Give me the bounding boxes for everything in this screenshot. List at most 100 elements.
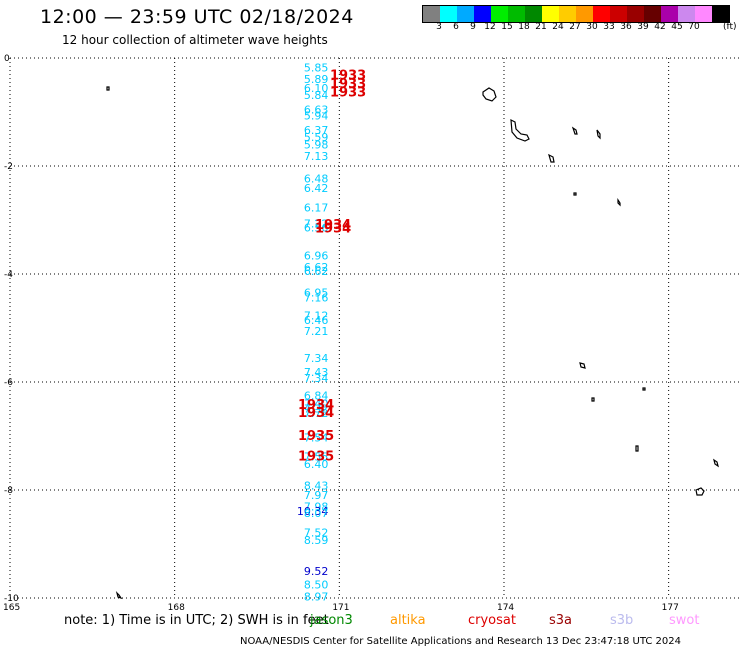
satellite-legend-swot: swot [669, 613, 700, 628]
color-scale-label: 36 [620, 22, 632, 32]
wave-height-label: 7.40 [304, 398, 329, 411]
wave-height-label: 8.50 [304, 578, 329, 591]
wave-height-label: 6.42 [304, 182, 329, 195]
color-scale-label: 9 [470, 22, 476, 32]
wave-height-label: 7.13 [304, 150, 329, 163]
lat-tick-label: -4 [4, 270, 13, 280]
wave-height-label: 7.97 [304, 489, 329, 502]
island-outline [617, 198, 621, 207]
satellite-legend-altika: altika [390, 613, 426, 628]
wave-height-label: 6.46 [304, 314, 329, 327]
color-scale-label: 30 [586, 22, 598, 32]
wave-height-label: 6.62 [304, 261, 329, 274]
color-scale-label: 12 [484, 22, 496, 32]
color-swatch [457, 6, 474, 22]
color-swatch [712, 6, 729, 22]
wave-height-label: 6.48 [304, 172, 329, 185]
pass-time-label: 1933 [330, 77, 366, 92]
color-swatch [525, 6, 542, 22]
island-outline [571, 126, 578, 135]
wave-height-label: 7.98 [304, 500, 329, 513]
lat-tick-label: -10 [4, 594, 19, 604]
color-scale-label: 6 [453, 22, 459, 32]
wave-height-label: 6.62 [304, 265, 329, 278]
wave-height-label: 6.96 [304, 250, 329, 263]
wave-height-label: 6.10 [304, 82, 329, 95]
color-scale-label: 70 [688, 22, 700, 32]
color-swatch [644, 6, 661, 22]
wave-height-label: 7.21 [304, 325, 329, 338]
island-outline [482, 87, 497, 102]
color-scale-label: 24 [552, 22, 564, 32]
color-swatch [423, 6, 440, 22]
lon-tick-label: 171 [332, 603, 349, 613]
color-scale-label: 33 [603, 22, 615, 32]
satellite-legend-jason3: jason3 [310, 613, 353, 628]
island-outline [579, 362, 586, 369]
color-swatch [491, 6, 508, 22]
pass-time-label: 1934 [298, 406, 334, 421]
lon-tick-label: 165 [3, 603, 20, 613]
pass-time-label: 1933 [330, 86, 366, 101]
wave-height-label: 5.59 [304, 131, 329, 144]
wave-height-label: 7.55 [304, 451, 329, 464]
wave-height-label: 5.89 [304, 73, 329, 86]
map-subtitle: 12 hour collection of altimeter wave hei… [62, 33, 328, 47]
pass-time-label: 1933 [330, 69, 366, 84]
pass-time-label: 1935 [298, 429, 334, 444]
wave-height-label: 6.95 [304, 287, 329, 300]
pass-time-label: 1934 [315, 218, 351, 233]
wave-height-label: 7.34 [304, 372, 329, 385]
color-swatch [627, 6, 644, 22]
island-outline [106, 86, 110, 91]
color-swatch [559, 6, 576, 22]
island-outline [635, 445, 639, 452]
wave-height-label: 7.22 [304, 218, 329, 231]
wave-height-label: 8.07 [304, 507, 329, 520]
island-outline [510, 118, 530, 142]
lat-tick-label: 0 [4, 54, 10, 64]
color-scale-label: 15 [501, 22, 513, 32]
wave-height-label: 8.43 [304, 480, 329, 493]
wave-height-label: 10.34 [297, 505, 329, 518]
footer-credit: NOAA/NESDIS Center for Satellite Applica… [240, 636, 682, 647]
wave-height-label: 5.94 [304, 110, 329, 123]
map-title: 12:00 — 23:59 UTC 02/18/2024 [40, 6, 354, 28]
wave-height-label: 8.97 [304, 590, 329, 603]
color-scale-label: 21 [535, 22, 547, 32]
color-swatch [593, 6, 610, 22]
lon-tick-label: 174 [497, 603, 514, 613]
color-swatch [440, 6, 457, 22]
color-swatch [661, 6, 678, 22]
color-scale-label: 42 [654, 22, 666, 32]
color-scale-label: 3 [436, 22, 442, 32]
wave-height-label: 7.54 [304, 431, 329, 444]
lon-tick-label: 177 [662, 603, 679, 613]
footer-note: note: 1) Time is in UTC; 2) SWH is in fe… [64, 613, 329, 628]
island-outline [591, 397, 595, 402]
island-outlines [106, 86, 719, 600]
color-swatch [474, 6, 491, 22]
wave-height-label: 7.32 [304, 402, 329, 415]
map-grid [9, 57, 740, 599]
color-scale-unit: (ft) [723, 22, 737, 32]
wave-height-label: 7.34 [304, 352, 329, 365]
color-scale-label: 18 [518, 22, 530, 32]
color-scale-labels: (ft) 3 6 9 12 15 18 21 24 27 30 33 36 39 42 45 70 [422, 22, 740, 36]
color-swatch [542, 6, 559, 22]
lat-tick-label: -8 [4, 486, 13, 496]
island-outline [548, 153, 555, 163]
wave-height-labels: 5.855.896.105.846.635.946.375.595.987.13… [297, 62, 329, 604]
wave-height-label: 7.16 [304, 291, 329, 304]
pass-time-label: 1934 [298, 398, 334, 413]
color-scale-bar [422, 5, 730, 23]
island-outline [642, 387, 646, 391]
wave-height-label: 6.17 [304, 201, 329, 214]
lat-tick-label: -2 [4, 162, 13, 172]
island-outline [573, 192, 577, 196]
wave-height-label: 5.84 [304, 89, 329, 102]
color-swatch [576, 6, 593, 22]
